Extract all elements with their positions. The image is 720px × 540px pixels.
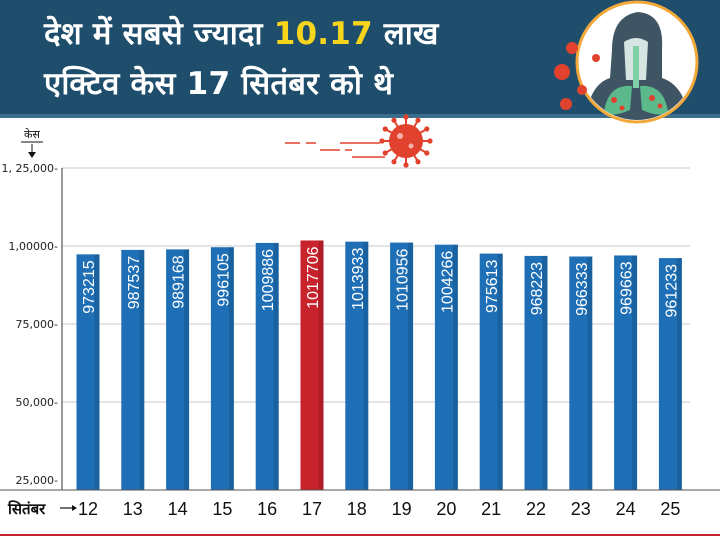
x-tick-label: 16: [257, 499, 277, 519]
x-tick-label: 15: [212, 499, 232, 519]
y-axis-title: केस: [24, 128, 40, 141]
headline-text-end: लाख: [372, 16, 439, 52]
y-tick-label: 1, 25,000-: [2, 162, 58, 175]
x-tick-label: 25: [660, 499, 680, 519]
bar: [434, 244, 458, 490]
x-axis-title: सितंबर: [7, 500, 46, 518]
bar-peak: [300, 240, 324, 490]
bar: [210, 247, 234, 490]
bar-value-label: 987537: [126, 256, 143, 309]
bar-value-label: 996105: [215, 253, 232, 306]
bar-value-label: 966333: [574, 262, 591, 315]
bar: [569, 256, 593, 490]
bar: [255, 242, 279, 490]
x-tick-label: 20: [436, 499, 456, 519]
y-axis: 25,000- 50,000- 75,000- 1,00000- 1, 25,000- क…: [2, 128, 63, 490]
x-tick-label: 19: [392, 499, 412, 519]
headline-text: देश में सबसे ज्यादा: [44, 16, 274, 52]
bar-value-label: 961233: [663, 264, 680, 317]
human-lungs-icon: [575, 0, 699, 124]
bar-value-label: 969663: [619, 261, 636, 314]
headline-line-1: देश में सबसे ज्यादा 10.17 लाख: [44, 12, 439, 54]
bar-value-label: 975613: [484, 260, 501, 313]
x-tick-label: 17: [302, 499, 322, 519]
headline-highlight: 10.17: [273, 16, 373, 52]
y-tick-label: 25,000-: [16, 474, 58, 487]
bar-value-label: 1013933: [350, 248, 367, 310]
header-strip: [0, 114, 720, 118]
x-tick-label: 23: [571, 499, 591, 519]
bar-value-label: 989168: [171, 255, 188, 308]
bar: [76, 254, 100, 490]
x-tick-label: 22: [526, 499, 546, 519]
x-tick-label: 24: [616, 499, 636, 519]
x-tick-label: 14: [168, 499, 188, 519]
bar: [524, 255, 548, 490]
bar: [479, 253, 503, 490]
bar: [614, 255, 638, 490]
virus-icon: [285, 114, 433, 168]
x-tick-label: 21: [481, 499, 501, 519]
x-axis: सितंबर 12 13 14 15 16 17 18 19 20 21 22 23 24 25: [0, 489, 720, 540]
bar-value-label: 1017706: [305, 246, 322, 308]
x-tick-label: 12: [78, 499, 98, 519]
bar-value-label: 1004266: [439, 251, 456, 313]
headline-line-2: एक्टिव केस 17 सितंबर को थे: [44, 66, 394, 102]
bar-value-label: 968223: [529, 262, 546, 315]
x-tick-label: 13: [123, 499, 143, 519]
bar: [390, 242, 414, 490]
bars: 973215 987537 989168 996105 1009886 1017706 10…: [76, 240, 682, 490]
small-virus-icons: [554, 42, 600, 110]
y-tick-label: 75,000-: [16, 318, 58, 331]
bar-value-label: 1010956: [395, 248, 412, 310]
y-tick-label: 1,00000-: [9, 240, 58, 253]
bar-value-label: 1009886: [260, 249, 277, 311]
x-tick-label: 18: [347, 499, 367, 519]
y-tick-label: 50,000-: [16, 396, 58, 409]
bar: [166, 249, 190, 490]
bar: [121, 249, 145, 490]
bar: [658, 258, 682, 490]
bar-value-label: 973215: [81, 260, 98, 313]
gridlines: [62, 167, 690, 403]
bar: [345, 241, 369, 490]
